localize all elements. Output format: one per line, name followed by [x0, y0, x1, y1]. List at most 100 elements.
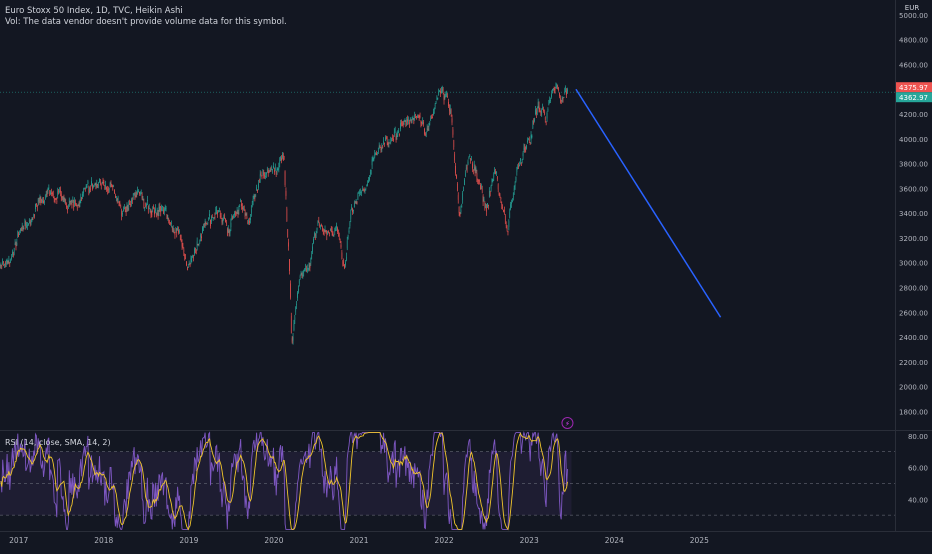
candle-body [556, 85, 557, 87]
candle-body [352, 209, 353, 212]
candle-body [512, 201, 513, 202]
candle-body [538, 102, 539, 106]
candle-body [153, 207, 154, 208]
candle-body [163, 210, 164, 214]
candle-body [413, 118, 414, 120]
candle-body [546, 121, 547, 122]
candle-body [340, 239, 341, 241]
candle-body [282, 154, 283, 158]
candle-body [321, 225, 322, 226]
candle-body [523, 153, 524, 156]
candle-body [529, 139, 530, 141]
candle-body [469, 155, 470, 156]
candle-body [447, 96, 448, 97]
candle-body [98, 185, 99, 186]
candle-body [557, 86, 558, 87]
candle-body [254, 196, 255, 197]
candle-body [296, 304, 297, 305]
candle-body [433, 112, 434, 116]
candle-body [23, 228, 24, 229]
candle-body [35, 204, 36, 209]
candle-body [107, 189, 108, 190]
candle-body [41, 202, 42, 203]
candle-body [504, 211, 505, 212]
candle-body [200, 235, 201, 237]
candle-body [241, 204, 242, 206]
candle-body [209, 214, 210, 216]
candle-body [356, 200, 357, 202]
candle-body [160, 207, 161, 208]
candle-body [162, 206, 163, 207]
candle-body [219, 208, 220, 209]
candle-body [334, 235, 335, 236]
candle-body [160, 209, 161, 212]
candle-body [287, 229, 288, 237]
candle-body [199, 241, 200, 242]
price-tick-label: 2000.00 [899, 384, 928, 392]
rsi-tick-label: 80.00 [908, 433, 928, 441]
candle-body [61, 194, 62, 197]
candle-body [143, 199, 144, 200]
candle-body [401, 123, 402, 124]
candle-body [382, 147, 383, 148]
candle-body [422, 123, 423, 124]
candle-body [365, 190, 366, 191]
candle-body [26, 226, 27, 227]
price-tick-label: 3400.00 [899, 210, 928, 218]
candle-body [398, 133, 399, 135]
price-tick-label: 3200.00 [899, 235, 928, 243]
candle-body [461, 206, 462, 208]
candle-body [473, 169, 474, 170]
candle-body [482, 187, 483, 190]
candle-body [309, 263, 310, 266]
candle-body [533, 121, 534, 128]
prev-price-label: 4362.97 [899, 94, 928, 102]
candle-body [465, 173, 466, 176]
candle-body [467, 168, 468, 169]
candle-body [443, 89, 444, 92]
candle-body [368, 180, 369, 182]
lightning-glyph: ⚡ [565, 420, 570, 428]
candle-body [24, 228, 25, 229]
candle-body [328, 231, 329, 232]
candle-body [33, 215, 34, 217]
candle-body [83, 191, 84, 193]
candle-body [20, 228, 21, 231]
candle-body [124, 208, 125, 209]
candle-body [536, 112, 537, 115]
candle-body [520, 158, 521, 161]
candle-body [111, 183, 112, 184]
candle-body [50, 192, 51, 193]
candle-body [7, 259, 8, 261]
candle-body [184, 250, 185, 252]
candle-body [457, 184, 458, 191]
candle-body [152, 214, 153, 215]
candle-body [554, 88, 555, 89]
candle-body [525, 147, 526, 148]
candle-body [123, 210, 124, 212]
candle-body [91, 181, 92, 185]
candle-body [537, 110, 538, 111]
candle-body [207, 224, 208, 225]
candle-body [376, 153, 377, 155]
candle-body [120, 203, 121, 204]
candle-body [509, 213, 510, 218]
candle-body [382, 147, 383, 149]
candle-body [49, 188, 50, 189]
last-price-label: 4375.97 [899, 84, 928, 92]
candle-body [495, 171, 496, 173]
candle-body [334, 229, 335, 232]
candle-body [227, 229, 228, 236]
price-tick-label: 4800.00 [899, 37, 928, 45]
candle-body [336, 225, 337, 227]
candle-body [59, 191, 60, 192]
candle-body [203, 226, 204, 227]
candle-body [180, 235, 181, 238]
candle-body [52, 193, 53, 194]
candle-body [514, 188, 515, 191]
candle-body [122, 213, 123, 214]
candle-body [17, 231, 18, 237]
price-tick-label: 4600.00 [899, 61, 928, 69]
candle-body [416, 116, 417, 117]
